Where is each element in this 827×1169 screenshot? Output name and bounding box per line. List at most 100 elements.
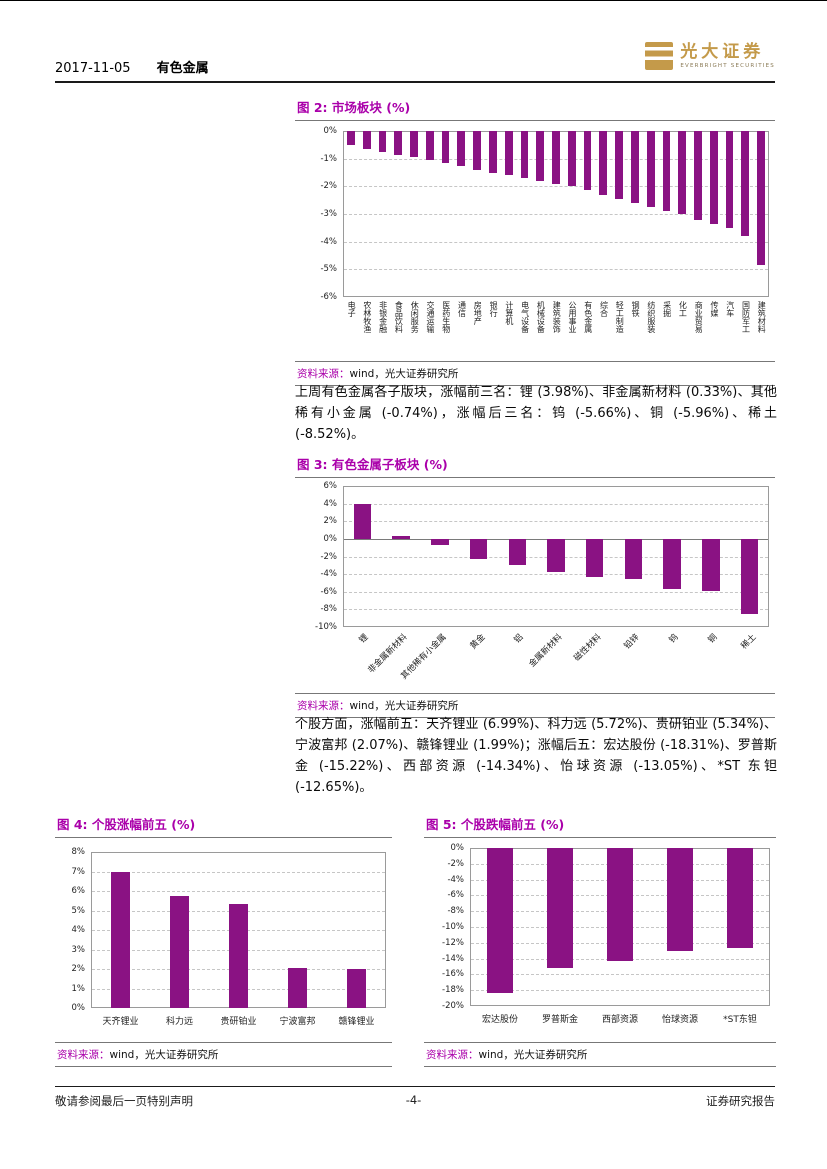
y-axis-tick-label: 8%	[71, 847, 86, 857]
y-axis-tick-label: 0%	[323, 533, 338, 544]
y-axis-tick-label: -10%	[442, 922, 464, 932]
y-axis-tick-label: -10%	[315, 622, 337, 632]
x-axis-label: 天齐锂业	[102, 1017, 139, 1027]
bar	[741, 131, 750, 237]
x-axis-label: 通信	[453, 301, 469, 359]
bar	[630, 131, 639, 203]
bar	[547, 848, 573, 969]
bar	[473, 131, 482, 170]
page-top-edge	[0, 0, 827, 1]
bar	[607, 848, 633, 962]
y-axis-tick-label: -8%	[447, 906, 464, 917]
y-axis-tick-label: 0%	[450, 843, 465, 853]
figure-2-source: 资料来源：wind，光大证券研究所	[295, 361, 775, 386]
brand-subtitle: EVERBRIGHT SECURITIES	[680, 62, 775, 69]
x-axis-label: 宁波富邦	[279, 1017, 316, 1027]
grid-line	[471, 990, 769, 992]
x-axis-label: 赣锋锂业	[338, 1017, 375, 1027]
x-axis-label-text: 电子	[347, 301, 357, 317]
x-axis-label: 宏达股份	[481, 1015, 518, 1025]
x-axis-label: 电子	[343, 301, 359, 359]
bar	[615, 131, 624, 199]
bar	[362, 131, 371, 149]
commentary-paragraph-1: 上周有色金属各子版块，涨幅前三名：锂 (3.98%)、非金属新材料 (0.33%…	[295, 385, 777, 443]
bar	[646, 131, 655, 208]
x-axis-label: 医药生物	[438, 301, 454, 359]
bar	[663, 538, 681, 589]
x-axis-label-text: 计算机	[504, 301, 514, 325]
x-axis-label-text: 国防军工	[741, 301, 751, 333]
x-axis-label-text: 休闲服务	[410, 301, 420, 333]
grid-line	[344, 591, 768, 593]
x-axis-label: 建筑材料	[753, 301, 769, 359]
y-axis-tick-label: 4%	[323, 498, 338, 509]
y-axis-tick-label: 2%	[71, 964, 86, 974]
x-axis-label: 交通运输	[422, 301, 438, 359]
figure-5-title: 图 5: 个股跌幅前五 (%)	[424, 812, 776, 838]
figure-4-top-gainers: 图 4: 个股涨幅前五 (%) 0% 1% 2% 3% 4% 5% 6% 7% 8% 天齐锂业 科力…	[55, 812, 392, 1067]
x-axis-label-text: 通信	[457, 301, 467, 317]
y-axis-tick-label: -5%	[320, 264, 337, 275]
bar	[228, 903, 249, 1008]
source-text: wind，光大证券研究所	[478, 1049, 588, 1061]
x-axis-label-text: 银行	[489, 301, 499, 317]
header-divider	[55, 81, 775, 83]
report-header-line: 2017-11-05 有色金属	[55, 57, 209, 76]
footer-divider	[55, 1086, 775, 1087]
x-axis-label: 农林牧渔	[359, 301, 375, 359]
x-axis-label: 房地产	[469, 301, 485, 359]
bar	[536, 131, 545, 181]
footer-disclaimer: 敬请参阅最后一页特别声明	[55, 1094, 193, 1108]
x-axis-label: 银行	[485, 301, 501, 359]
grid-line	[344, 609, 768, 611]
x-axis-label: 纺织服装	[643, 301, 659, 359]
bar	[599, 131, 608, 195]
x-axis-label: 传媒	[706, 301, 722, 359]
bar	[709, 131, 718, 224]
figure-4-source: 资料来源：wind，光大证券研究所	[55, 1042, 392, 1067]
y-axis-tick-label: -2%	[320, 181, 337, 192]
x-axis-label: 食品饮料	[390, 301, 406, 359]
y-axis-tick-label: -4%	[447, 874, 464, 885]
grid-line	[344, 503, 768, 505]
report-category: 有色金属	[156, 61, 209, 76]
grid-line	[344, 269, 768, 271]
x-axis-label: 综合	[595, 301, 611, 359]
y-axis-tick-label: -6%	[320, 586, 337, 597]
source-text: wind，光大证券研究所	[349, 368, 459, 380]
y-axis-tick-label: -1%	[320, 153, 337, 164]
x-axis-label-text: 商业贸易	[694, 301, 704, 333]
x-axis-label-text: 纺织服装	[646, 301, 656, 333]
bar	[431, 538, 449, 546]
y-axis-tick-label: 6%	[71, 886, 86, 896]
bar	[392, 535, 410, 539]
x-axis-label: 西部资源	[601, 1015, 638, 1025]
bar	[346, 131, 355, 145]
source-label: 资料来源：	[426, 1049, 479, 1061]
x-axis-label: 汽车	[722, 301, 738, 359]
x-axis-label: *ST东钽	[723, 1015, 757, 1025]
bar	[353, 503, 372, 539]
grid-line	[92, 871, 385, 873]
x-axis-label-text: 建筑装饰	[552, 301, 562, 333]
y-axis-tick-label: 5%	[71, 905, 86, 916]
y-axis-tick-label: -8%	[320, 604, 337, 615]
bar	[552, 131, 560, 184]
bar	[287, 967, 308, 1008]
bar	[520, 131, 529, 179]
x-axis-label-text: 电气设备	[520, 301, 530, 333]
bar	[725, 131, 734, 228]
figure-3-title: 图 3: 有色金属子板块 (%)	[295, 452, 775, 478]
x-axis-label-text: 有色金属	[583, 301, 593, 333]
x-axis-label: 机械设备	[532, 301, 548, 359]
y-axis-tick-label: -6%	[447, 890, 464, 901]
bar	[378, 131, 387, 152]
x-axis-label-text: 食品饮料	[394, 301, 404, 333]
y-axis-tick-label: -14%	[442, 953, 464, 964]
y-axis-tick-label: 2%	[323, 516, 338, 527]
plot-area	[343, 486, 769, 627]
source-text: wind，光大证券研究所	[349, 700, 459, 712]
x-axis-label-text: 汽车	[725, 301, 735, 317]
y-axis-tick-label: -4%	[320, 236, 337, 247]
grid-line	[92, 891, 385, 892]
